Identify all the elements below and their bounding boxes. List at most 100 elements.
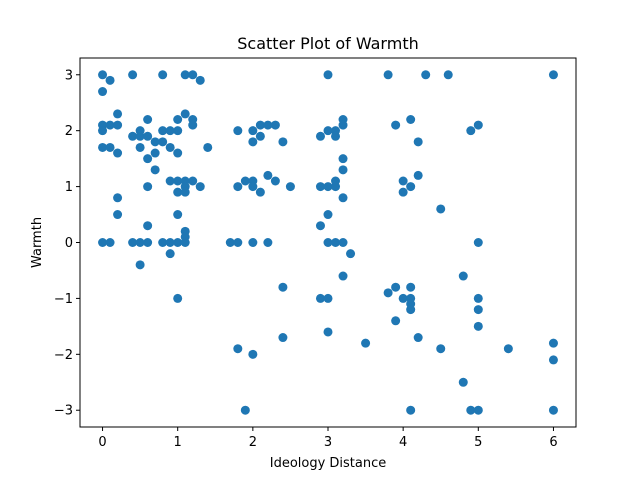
data-point (135, 260, 145, 270)
data-point (113, 148, 123, 158)
data-point (315, 221, 325, 231)
data-point (98, 142, 108, 152)
data-point (503, 344, 513, 354)
data-point (323, 126, 333, 136)
data-point (338, 154, 348, 164)
data-point (473, 120, 483, 130)
data-point (173, 187, 183, 197)
data-point (113, 120, 123, 130)
y-tick-label: −2 (54, 348, 73, 363)
data-point (188, 120, 198, 130)
data-point (143, 238, 153, 247)
data-point (173, 148, 183, 158)
data-point (248, 126, 258, 136)
data-point (278, 282, 288, 292)
data-point (263, 170, 273, 180)
data-point (248, 238, 258, 247)
x-tick-label: 3 (324, 435, 332, 450)
data-point (361, 338, 371, 348)
data-point (270, 120, 280, 130)
y-tick-label: 3 (65, 68, 73, 83)
data-point (150, 165, 160, 175)
data-point (323, 293, 333, 303)
x-tick-label: 2 (249, 435, 257, 450)
points-layer (98, 70, 558, 415)
data-point (105, 238, 115, 247)
data-point (466, 405, 476, 415)
data-point (173, 210, 183, 220)
data-point (173, 238, 183, 247)
data-point (158, 70, 168, 80)
data-point (323, 327, 333, 337)
data-point (165, 142, 175, 152)
data-point (173, 126, 183, 136)
data-point (338, 193, 348, 203)
data-point (391, 282, 401, 292)
data-point (466, 126, 476, 136)
data-point (436, 204, 446, 214)
data-point (323, 210, 333, 220)
data-point (128, 70, 138, 80)
data-point (323, 238, 333, 247)
plot-frame (79, 57, 577, 428)
data-point (473, 321, 483, 331)
data-point (263, 238, 273, 247)
data-point (135, 131, 145, 141)
data-point (331, 176, 341, 186)
data-point (143, 182, 153, 192)
data-point (98, 126, 108, 136)
data-point (165, 126, 175, 136)
x-tick-label: 6 (549, 435, 557, 450)
data-point (173, 293, 183, 303)
data-point (323, 70, 333, 80)
data-point (458, 271, 468, 281)
data-point (278, 137, 288, 147)
data-point (113, 193, 123, 203)
data-point (473, 238, 483, 247)
data-point (233, 182, 243, 192)
data-point (143, 154, 153, 164)
data-point (315, 131, 325, 141)
data-point (436, 344, 446, 354)
data-point (473, 305, 483, 315)
data-point (143, 115, 153, 124)
data-point (398, 293, 408, 303)
data-point (195, 75, 205, 85)
x-tick-label: 4 (399, 435, 407, 450)
data-point (158, 126, 168, 136)
x-axis-label: Ideology Distance (270, 456, 387, 471)
data-point (105, 75, 115, 85)
data-point (406, 115, 416, 124)
y-axis-label: Warmth (30, 217, 45, 268)
data-point (113, 210, 123, 220)
y-tick-label: 2 (65, 124, 73, 139)
data-point (195, 182, 205, 192)
data-point (346, 249, 356, 259)
data-point (263, 120, 273, 130)
data-point (233, 238, 243, 247)
data-point (180, 238, 190, 247)
data-point (128, 238, 138, 247)
data-point (158, 238, 168, 247)
data-point (406, 305, 416, 315)
data-point (338, 120, 348, 130)
data-point (421, 70, 431, 80)
data-point (180, 109, 190, 119)
chart-title: Scatter Plot of Warmth (237, 34, 418, 53)
data-point (248, 349, 258, 359)
y-tick-label: 0 (65, 236, 73, 251)
data-point (240, 176, 250, 186)
data-point (248, 182, 258, 192)
data-point (180, 70, 190, 80)
data-point (173, 176, 183, 186)
data-point (331, 131, 341, 141)
data-point (113, 109, 123, 119)
data-point (323, 182, 333, 192)
data-point (406, 282, 416, 292)
data-point (165, 176, 175, 186)
data-point (548, 355, 558, 365)
data-point (383, 70, 393, 80)
data-point (233, 126, 243, 136)
